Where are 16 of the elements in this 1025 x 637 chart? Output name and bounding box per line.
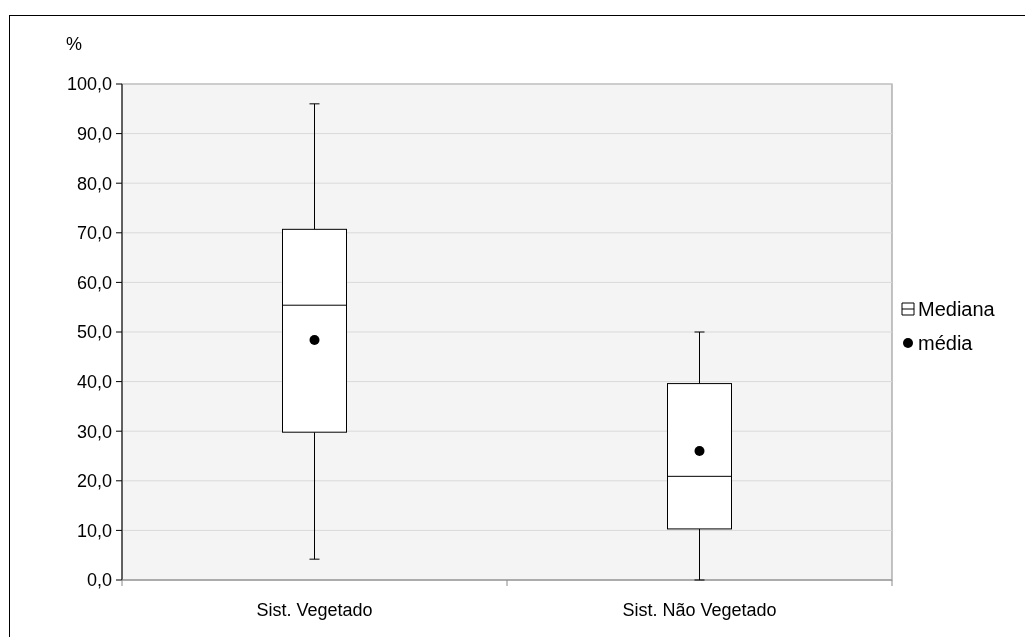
y-tick-label: 10,0 (76, 520, 112, 541)
y-axis-title: % (65, 34, 83, 54)
y-tick-label: 40,0 (76, 371, 112, 392)
legend-label: Mediana (918, 298, 996, 320)
x-tick-label: Sist. Vegetado (256, 600, 373, 620)
y-tick-label: 50,0 (76, 322, 112, 343)
y-tick-label: 90,0 (76, 123, 112, 144)
legend-label: média (918, 332, 974, 354)
y-tick-label: 30,0 (76, 421, 112, 442)
y-tick-label: 0,0 (86, 570, 112, 591)
x-tick-label: Sist. Não Vegetado (622, 600, 777, 620)
y-tick-label: 80,0 (76, 173, 112, 194)
y-tick-label: 70,0 (76, 223, 112, 244)
y-tick-label: 60,0 (76, 272, 112, 293)
y-tick-label: 20,0 (76, 471, 112, 492)
y-tick-label: 100,0 (66, 74, 112, 95)
